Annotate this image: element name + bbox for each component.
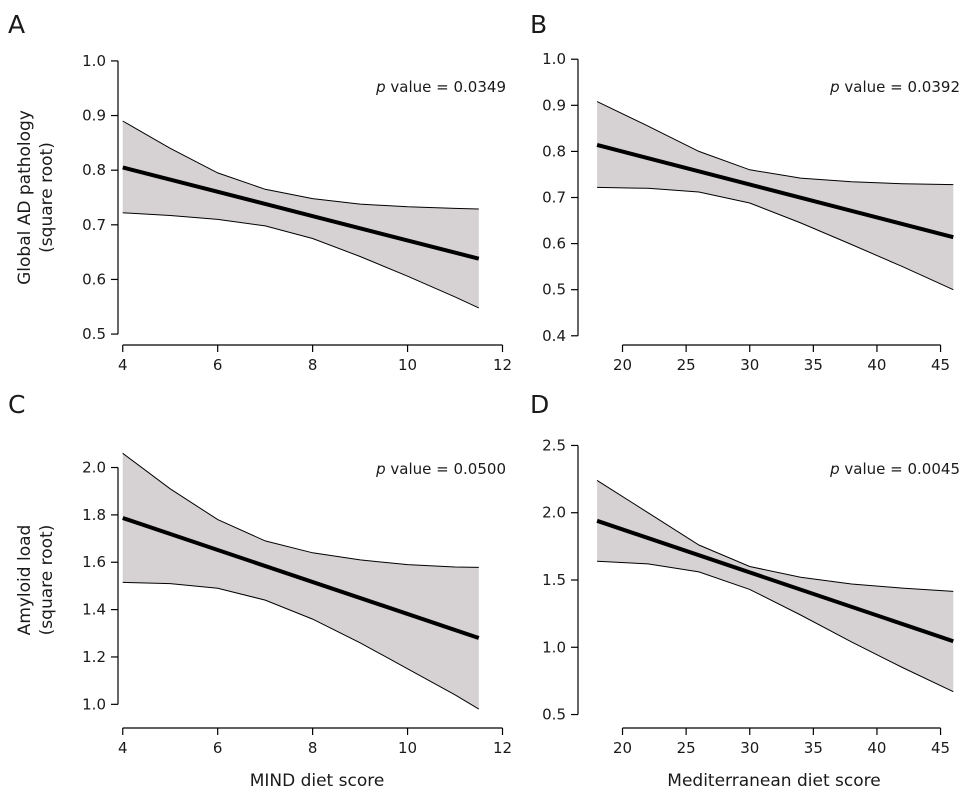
panel-b-x-tick-label: 20 [613, 356, 632, 374]
panel-a-x-tick-label: 4 [118, 356, 128, 374]
panel-d-ci-upper-edge [596, 479, 954, 592]
panel-d-x-tick-label: 35 [804, 739, 823, 757]
panel-d-x-axis-title: Mediterranean diet score [667, 771, 880, 791]
panel-b-fit-line [596, 143, 954, 240]
panel-c-y-tick-label: 1.8 [82, 506, 106, 524]
panel-c-letter: C [8, 390, 25, 419]
panel-d-x-tick-label: 25 [677, 739, 696, 757]
panel-c-x-axis-title: MIND diet score [250, 771, 385, 791]
panel-a-y-tick-label: 0.5 [82, 325, 106, 343]
panel-b-x-tick-label: 30 [740, 356, 759, 374]
panel-b-ci-lower-edge [597, 186, 954, 291]
panel-c-p-value: p value = 0.0500 [375, 460, 506, 478]
panel-c-ci-lower-edge [122, 581, 480, 710]
panel-b-y-tick-label: 0.7 [542, 189, 566, 207]
panel-a: 0.5 0.6 0.7 0.8 0.9 1.0 4 6 8 10 12 Ap value = 0.03… [8, 10, 512, 374]
panel-c-x-tick-label: 6 [213, 739, 223, 757]
panel-c-y-tick-label: 1.4 [82, 601, 106, 619]
panel-d-y-tick-label: 0.5 [542, 706, 566, 724]
panel-d-letter: D [530, 390, 549, 419]
panel-b-ci-band [597, 101, 954, 290]
panel-c-ci-upper-edge [122, 452, 479, 568]
panel-d-y-tick-label: 1.0 [542, 638, 566, 656]
panel-c: 1.0 1.2 1.4 1.6 1.8 2.0 4 6 8 10 12 Cp value = 0.05… [8, 390, 512, 791]
panel-a-y-tick-label: 0.7 [82, 216, 106, 234]
panel-c-y-axis-title: Amyloid load (square root) [15, 525, 57, 636]
panel-b-x-tick-label: 35 [804, 356, 823, 374]
panel-c-y-tick-label: 2.0 [82, 459, 106, 477]
panel-d-x-tick-label: 40 [867, 739, 886, 757]
panel-c-fit-line [122, 516, 480, 640]
panel-d-x-tick-label: 30 [740, 739, 759, 757]
panel-a-x-tick-label: 10 [398, 356, 417, 374]
panel-b-x-tick-label: 40 [867, 356, 886, 374]
panel-a-ci-upper-edge [122, 120, 479, 210]
panel-c-y-tick-label: 1.6 [82, 553, 106, 571]
panel-b-y-tick-label: 0.8 [542, 142, 566, 160]
panel-d-y-tick-label: 1.5 [542, 571, 566, 589]
panel-b-y-tick-label: 1.0 [542, 50, 566, 68]
panel-b-x-tick-label: 25 [677, 356, 696, 374]
panel-c-x-tick-label: 12 [493, 739, 512, 757]
panel-d: 0.5 1.0 1.5 2.0 2.5 20 25 30 35 40 45 Dp value = 0.… [530, 390, 960, 791]
panel-a-y-tick-label: 0.9 [82, 107, 106, 125]
panel-a-y-axis-title: Global AD pathology (square root) [15, 110, 57, 285]
panel-b-y-tick-label: 0.6 [542, 235, 566, 253]
panel-b: 0.4 0.5 0.6 0.7 0.8 0.9 1.0 20 25 30 35 40 45 Bp valu… [530, 10, 960, 374]
panel-d-x-tick-label: 20 [613, 739, 632, 757]
panel-a-x-tick-label: 6 [213, 356, 223, 374]
panel-d-p-value: p value = 0.0045 [829, 460, 960, 478]
panel-b-y-tick-label: 0.9 [542, 96, 566, 114]
panel-a-y-tick-label: 1.0 [82, 52, 106, 70]
panel-d-y-tick-label: 2.0 [542, 504, 566, 522]
panel-d-fit-line [596, 518, 954, 644]
panel-a-letter: A [8, 10, 25, 39]
panel-a-x-tick-label: 8 [308, 356, 318, 374]
panel-c-y-tick-label: 1.2 [82, 648, 106, 666]
panel-a-y-tick-label: 0.6 [82, 270, 106, 288]
panel-a-y-tick-label: 0.8 [82, 161, 106, 179]
panel-c-x-tick-label: 4 [118, 739, 128, 757]
panel-b-p-value: p value = 0.0392 [829, 78, 960, 96]
panel-d-x-tick-label: 45 [931, 739, 950, 757]
panel-a-p-value: p value = 0.0349 [375, 78, 506, 96]
panel-c-y-tick-label: 1.0 [82, 695, 106, 713]
panel-a-x-tick-label: 12 [493, 356, 512, 374]
panel-a-ci-lower-edge [122, 212, 480, 309]
panel-b-x-tick-label: 45 [931, 356, 950, 374]
panel-b-y-tick-label: 0.4 [542, 327, 566, 345]
panel-a-fit-line [122, 165, 480, 261]
panel-b-y-tick-label: 0.5 [542, 281, 566, 299]
panel-b-letter: B [530, 10, 547, 39]
panel-d-ci-band [597, 480, 954, 692]
panel-d-y-tick-label: 2.5 [542, 436, 566, 454]
panel-d-ci-lower-edge [597, 560, 954, 693]
panel-b-ci-upper-edge [596, 101, 954, 186]
panel-c-x-tick-label: 10 [398, 739, 417, 757]
panel-c-ci-band [122, 453, 479, 710]
panel-c-x-tick-label: 8 [308, 739, 318, 757]
